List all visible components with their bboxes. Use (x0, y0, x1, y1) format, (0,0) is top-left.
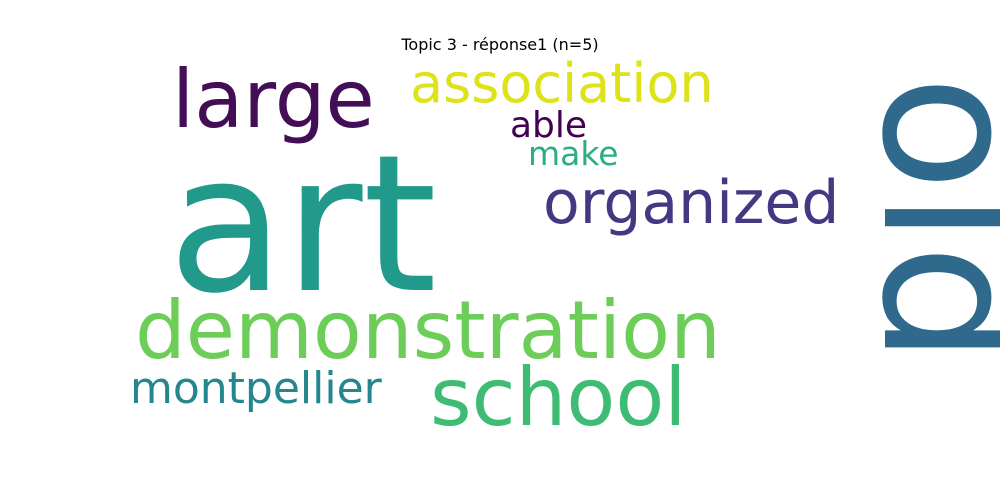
chart-title: Topic 3 - réponse1 (n=5) (401, 35, 599, 54)
word-old: old (840, 75, 1000, 365)
word-association: association (410, 52, 714, 115)
word-art: art (168, 114, 437, 335)
word-large: large (172, 53, 375, 146)
word-demonstration: demonstration (135, 284, 721, 377)
word-school: school (430, 351, 686, 444)
word-make: make (528, 134, 619, 173)
word-organized: organized (543, 168, 839, 238)
word-montpellier: montpellier (130, 363, 383, 414)
word-able: able (510, 105, 587, 146)
